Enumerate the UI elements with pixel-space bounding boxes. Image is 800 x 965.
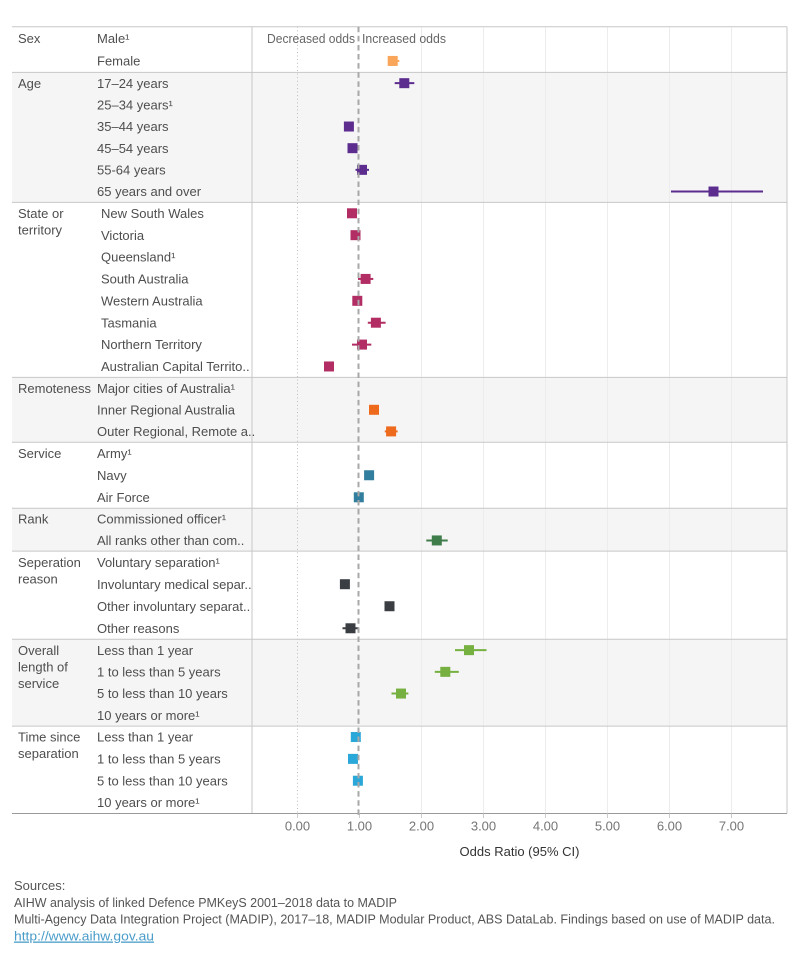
svg-text:territory: territory [18, 222, 63, 237]
svg-text:length of: length of [18, 659, 68, 674]
svg-text:New South Wales: New South Wales [101, 206, 204, 221]
svg-text:Other involuntary separat..: Other involuntary separat.. [97, 599, 250, 614]
svg-text:http://www.aihw.gov.au: http://www.aihw.gov.au [14, 929, 154, 944]
svg-text:AIHW analysis of linked Defenc: AIHW analysis of linked Defence PMKeyS 2… [14, 895, 397, 910]
svg-text:25–34 years¹: 25–34 years¹ [97, 97, 174, 112]
svg-text:Outer Regional, Remote a..: Outer Regional, Remote a.. [97, 424, 255, 439]
svg-text:1.00: 1.00 [347, 819, 372, 834]
svg-text:Sources:: Sources: [14, 878, 65, 893]
svg-text:Western Australia: Western Australia [101, 293, 203, 308]
svg-text:35–44 years: 35–44 years [97, 119, 169, 134]
svg-text:6.00: 6.00 [657, 819, 682, 834]
svg-text:service: service [18, 676, 59, 691]
svg-text:7.00: 7.00 [719, 819, 744, 834]
svg-text:Tasmania: Tasmania [101, 315, 157, 330]
svg-text:Commissioned officer¹: Commissioned officer¹ [97, 512, 227, 527]
svg-text:Sex: Sex [18, 31, 41, 46]
svg-text:separation: separation [18, 746, 79, 761]
svg-text:Australian Capital Territo..: Australian Capital Territo.. [101, 359, 250, 374]
svg-text:5 to less than 10 years: 5 to less than 10 years [97, 686, 228, 701]
svg-text:2.00: 2.00 [409, 819, 434, 834]
svg-text:Voluntary separation¹: Voluntary separation¹ [97, 555, 221, 570]
svg-text:0.00: 0.00 [285, 819, 310, 834]
svg-text:1 to less than 5 years: 1 to less than 5 years [97, 664, 221, 679]
svg-text:Age: Age [18, 76, 41, 91]
svg-text:Northern Territory: Northern Territory [101, 337, 202, 352]
svg-text:10 years or more¹: 10 years or more¹ [97, 708, 200, 723]
svg-text:Decreased odds: Decreased odds [267, 31, 355, 46]
svg-text:Multi-Agency Data Integration: Multi-Agency Data Integration Project (M… [14, 912, 775, 927]
svg-text:Remoteness: Remoteness [18, 381, 91, 396]
svg-text:Increased odds: Increased odds [362, 31, 446, 46]
svg-text:State or: State or [18, 206, 64, 221]
svg-text:5 to less than 10 years: 5 to less than 10 years [97, 773, 228, 788]
svg-text:1 to less than 5 years: 1 to less than 5 years [97, 751, 221, 766]
svg-text:45–54 years: 45–54 years [97, 141, 169, 156]
svg-text:Air Force: Air Force [97, 490, 150, 505]
svg-text:Less than 1 year: Less than 1 year [97, 643, 194, 658]
svg-text:Male¹: Male¹ [97, 31, 130, 46]
svg-text:17–24 years: 17–24 years [97, 76, 169, 91]
svg-text:Major cities of Australia¹: Major cities of Australia¹ [97, 381, 236, 396]
svg-text:Rank: Rank [18, 512, 49, 527]
svg-text:South Australia: South Australia [101, 272, 189, 287]
svg-text:Overall: Overall [18, 643, 59, 658]
svg-text:5.00: 5.00 [595, 819, 620, 834]
svg-text:Service: Service [18, 446, 61, 461]
svg-text:Queensland¹: Queensland¹ [101, 250, 176, 265]
svg-text:Other reasons: Other reasons [97, 621, 180, 636]
svg-text:All ranks other than com..: All ranks other than com.. [97, 533, 244, 548]
svg-text:Less than 1 year: Less than 1 year [97, 730, 194, 745]
svg-text:Inner Regional Australia: Inner Regional Australia [97, 402, 236, 417]
svg-text:Seperation: Seperation [18, 555, 81, 570]
svg-text:Army¹: Army¹ [97, 446, 132, 461]
svg-text:4.00: 4.00 [533, 819, 558, 834]
svg-text:Navy: Navy [97, 468, 127, 483]
svg-text:Victoria: Victoria [101, 228, 145, 243]
svg-text:Time since: Time since [18, 730, 80, 745]
svg-text:55-64 years: 55-64 years [97, 162, 166, 177]
svg-text:reason: reason [18, 571, 58, 586]
svg-text:Odds Ratio (95% CI): Odds Ratio (95% CI) [460, 844, 580, 859]
svg-text:Female: Female [97, 54, 140, 69]
svg-text:10 years or more¹: 10 years or more¹ [97, 795, 200, 810]
svg-text:Involuntary medical separ..: Involuntary medical separ.. [97, 577, 252, 592]
svg-text:3.00: 3.00 [471, 819, 496, 834]
svg-text:65 years and over: 65 years and over [97, 184, 202, 199]
